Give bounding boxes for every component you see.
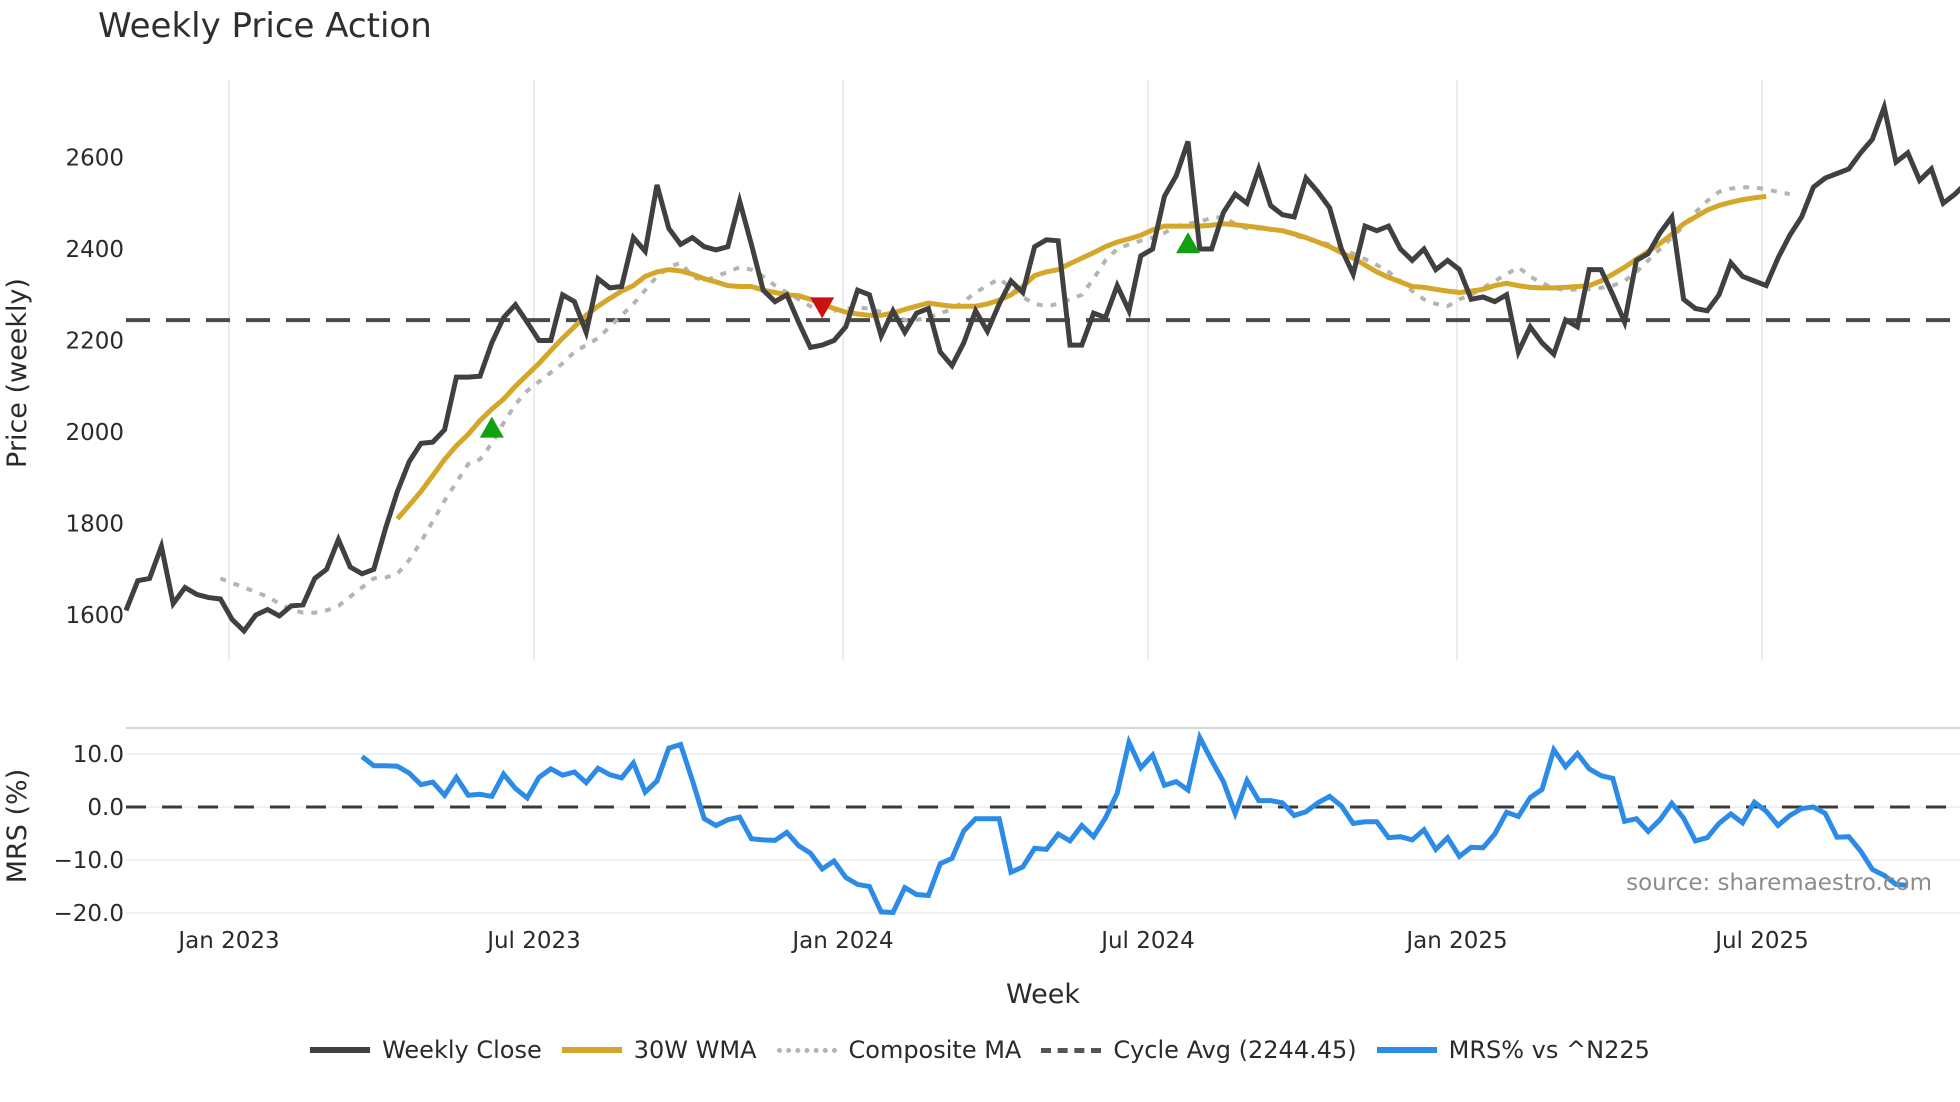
mrs-y-tick-label: 0.0 — [87, 795, 124, 821]
signal-markers — [479, 232, 1200, 438]
price-vertical-gridlines — [228, 80, 1763, 660]
x-tick-label: Jan 2024 — [790, 928, 893, 954]
price-y-tick-label: 2600 — [65, 146, 124, 172]
sell-signal-triangle-down-icon — [810, 297, 835, 319]
x-tick-label: Jul 2025 — [1713, 928, 1809, 954]
mrs-y-tick-label: −20.0 — [54, 901, 124, 927]
x-tick-label: Jul 2023 — [485, 928, 581, 954]
legend-label: Cycle Avg (2244.45) — [1113, 1036, 1357, 1064]
price-y-tick-label: 1800 — [65, 512, 124, 538]
x-axis-ticks: Jan 2023 Jul 2023 Jan 2024 Jul 2024 Jan 2025… — [176, 928, 1808, 954]
price-y-tick-label: 2000 — [65, 420, 124, 446]
price-y-axis-label: Price (weekly) — [2, 278, 33, 468]
mrs-swatch-icon — [1376, 1047, 1437, 1053]
chart-title: Weekly Price Action — [98, 6, 432, 46]
legend-label: Composite MA — [848, 1036, 1022, 1064]
mrs-y-ticks: 10.0 0.0 −10.0 −20.0 — [54, 742, 124, 927]
price-y-tick-label: 2200 — [65, 329, 124, 355]
weekly-close-line — [123, 98, 1960, 635]
weekly-close-swatch-icon — [310, 1047, 371, 1053]
legend-label: MRS% vs ^N225 — [1448, 1036, 1650, 1064]
price-y-tick-label: 2400 — [65, 237, 124, 263]
x-tick-label: Jan 2025 — [1404, 928, 1507, 954]
legend-label: Weekly Close — [382, 1036, 542, 1064]
wma-30w-line — [395, 193, 1767, 521]
mrs-y-tick-label: −10.0 — [54, 848, 124, 874]
mrs-y-axis-label: MRS (%) — [2, 769, 33, 884]
x-axis-label: Week — [1006, 979, 1080, 1010]
source-annotation: source: sharemaestro.com — [1626, 870, 1932, 896]
mrs-y-tick-label: 10.0 — [73, 742, 124, 768]
legend: Weekly Close 30W WMA Composite MA Cycle … — [0, 1036, 1960, 1064]
legend-label: 30W WMA — [633, 1036, 757, 1064]
buy-signal-triangle-up-icon — [1176, 232, 1200, 254]
buy-signal-triangle-up-icon — [479, 416, 504, 438]
composite-ma-line — [219, 185, 1791, 615]
legend-item-composite-ma[interactable]: Composite MA — [776, 1036, 1022, 1064]
legend-item-weekly-close[interactable]: Weekly Close — [310, 1036, 542, 1064]
composite-ma-swatch-icon — [776, 1047, 837, 1053]
price-y-ticks: 1600 1800 2000 2200 2400 2600 — [65, 146, 124, 630]
x-tick-label: Jan 2023 — [176, 928, 279, 954]
wma-swatch-icon — [561, 1047, 622, 1053]
x-tick-label: Jul 2024 — [1099, 928, 1195, 954]
legend-item-cycle-avg[interactable]: Cycle Avg (2244.45) — [1041, 1036, 1357, 1064]
price-y-tick-label: 1600 — [65, 603, 124, 629]
mrs-line — [360, 730, 1909, 916]
legend-item-30w-wma[interactable]: 30W WMA — [561, 1036, 757, 1064]
legend-item-mrs[interactable]: MRS% vs ^N225 — [1376, 1036, 1650, 1064]
cycle-avg-swatch-icon — [1041, 1047, 1102, 1053]
